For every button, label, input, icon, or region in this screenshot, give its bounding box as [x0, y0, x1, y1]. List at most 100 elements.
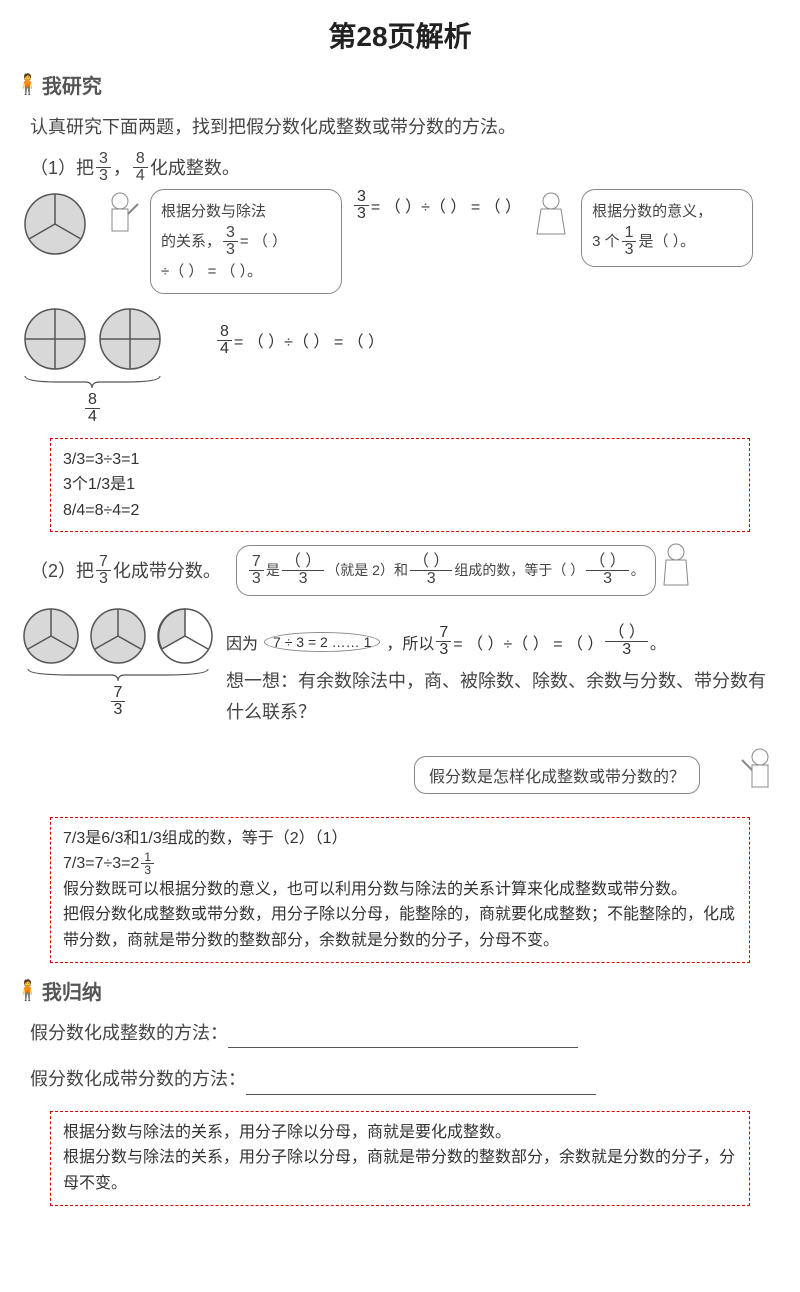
p1-tail: 化成整数。: [150, 154, 240, 180]
p2-label: （2）把: [30, 557, 94, 583]
p1-fraction-1: 3 3: [96, 151, 111, 184]
girl-pointing-icon: [656, 540, 696, 600]
frac: （ ）3: [282, 554, 324, 587]
problem-1-heading: （1）把 3 3 ， 8 4 化成整数。: [0, 151, 800, 184]
frac-den: 3: [223, 242, 238, 258]
ans1-line2: 3个1/3是1: [63, 472, 737, 498]
text: 假分数化成整数的方法：: [30, 1023, 228, 1043]
circle-quarters-col: 8 4: [20, 304, 165, 425]
text: = （ ）÷（ ） = （ ）: [453, 630, 603, 654]
ans3-line2: 根据分数与除法的关系，用分子除以分母，商就是带分数的整数部分，余数就是分数的分子…: [63, 1145, 737, 1196]
p1-fraction-2: 8 4: [133, 151, 148, 184]
frac-num: （ ）: [410, 554, 452, 571]
answer-box-2: 7/3是6/3和1/3组成的数，等于（2）（1） 7/3=7÷3=2 1 3 假…: [50, 817, 750, 963]
frac: 7 3: [111, 685, 126, 718]
problem-2-heading: （2）把 7 3 化成带分数。 73 是 （ ）3 （就是 2）和 （ ）3 组…: [0, 540, 800, 600]
child-icon: 🧍: [15, 72, 40, 97]
frac-den: 3: [96, 168, 111, 184]
ans2-line1: 7/3是6/3和1/3组成的数，等于（2）（1）: [63, 826, 737, 852]
speech-bubble-3: 73 是 （ ）3 （就是 2）和 （ ）3 组成的数，等于（ ） （ ）3 。: [236, 545, 656, 596]
frac-den: 3: [424, 571, 439, 587]
text: 组成的数，等于（ ）: [454, 558, 584, 583]
frac-num: （ ）: [605, 625, 647, 642]
text: 是: [266, 558, 280, 583]
page-title: 第28页解析: [0, 0, 800, 65]
frac-den: 3: [249, 571, 264, 587]
ans1-line3: 8/4=8÷4=2: [63, 498, 737, 524]
frac-num: （ ）: [586, 554, 628, 571]
mid-equation-1: 3 3 = （ ）÷（ ） = （ ）: [352, 189, 521, 222]
diagram-row-1b: 8 4 8 4 = （ ）÷（ ） = （ ）: [0, 299, 800, 430]
ans3-line1: 根据分数与除法的关系，用分子除以分母，商就是要化成整数。: [63, 1120, 737, 1146]
frac-den: 4: [85, 409, 100, 425]
text: = （ ）÷（ ） = （ ）: [371, 193, 521, 217]
p1-comma: ，: [113, 154, 131, 180]
frac: 1 3: [141, 851, 154, 876]
frac-num: 3: [96, 151, 111, 168]
mid-equation-2: 8 4 = （ ）÷（ ） = （ ）: [215, 324, 384, 357]
text: （就是 2）和: [326, 558, 408, 583]
fill-blank-line: [228, 1029, 578, 1048]
frac-num: 8: [133, 151, 148, 168]
pie-thirds-icon: [20, 189, 90, 259]
bubble2-line2: 3 个 1 3 是（ ）。: [592, 225, 695, 258]
frac-den: 3: [436, 642, 451, 658]
ans2-line3: 假分数既可以根据分数的意义，也可以利用分数与除法的关系计算来化成整数或带分数。: [63, 877, 737, 903]
boy-pointing-icon: [100, 189, 140, 249]
frac-den: 4: [217, 341, 232, 357]
circle-thirds-group: 7 3: [20, 605, 216, 718]
ans2-line2: 7/3=7÷3=2 1 3: [63, 851, 156, 877]
frac: 8 4: [217, 324, 232, 357]
child-icon: 🧍: [15, 978, 40, 1003]
speech-bubble-2: 根据分数的意义， 3 个 1 3 是（ ）。: [581, 189, 753, 267]
section-badge-text: 我归纳: [42, 976, 102, 1005]
text: 是（ ）。: [638, 228, 695, 255]
frac-den: 3: [619, 642, 634, 658]
frac-num: 8: [217, 324, 232, 341]
frac: （ ）3: [605, 625, 647, 658]
frac-num: 7: [436, 625, 451, 642]
frac-den: 3: [296, 571, 311, 587]
frac-den: 3: [96, 571, 111, 587]
text: 3 个: [592, 228, 620, 255]
circle-thirds-col: [20, 189, 90, 259]
frac-den: 3: [600, 571, 615, 587]
diagram-row-1: 根据分数与除法 的关系， 3 3 = （ ） ÷（ ） = （ ）。 3 3 =…: [0, 184, 800, 299]
frac-den: 3: [141, 864, 154, 876]
frac-num: （ ）: [282, 554, 324, 571]
frac: 8 4: [85, 392, 100, 425]
fill-blank-line: [246, 1076, 596, 1095]
section-badge-text: 我研究: [42, 70, 102, 99]
diagram-row-2: 7 3 因为 7 ÷ 3 = 2 …… 1 ，所以 73 = （ ）÷（ ） =…: [0, 600, 800, 740]
boy-pointing-icon: [740, 745, 780, 805]
section-badge-summary: 🧍 我归纳: [0, 971, 800, 1010]
frac-num: 3: [223, 225, 238, 242]
text: 7/3=7÷3=2: [63, 851, 139, 877]
brace-icon: [20, 374, 165, 390]
frac: 73: [249, 554, 264, 587]
p2-tail: 化成带分数。: [113, 557, 221, 583]
answer-box-1: 3/3=3÷3=1 3个1/3是1 8/4=8÷4=2: [50, 438, 750, 533]
frac-den: 4: [133, 168, 148, 184]
brace-label-2: 7 3: [109, 685, 128, 718]
question-row: 假分数是怎样化成整数或带分数的？: [0, 741, 800, 809]
frac-num: 7: [111, 685, 126, 702]
frac-den: 3: [622, 242, 637, 258]
frac: 73: [436, 625, 451, 658]
think-text: 想一想：有余数除法中，商、被除数、除数、余数与分数、带分数有什么联系？: [226, 658, 780, 735]
frac: 3 3: [223, 225, 238, 258]
frac-num: 7: [96, 554, 111, 571]
text: 假分数化成带分数的方法：: [30, 1069, 246, 1089]
girl-icon: [531, 189, 571, 249]
frac: （ ）3: [410, 554, 452, 587]
p1-label: （1）把: [30, 154, 94, 180]
pie-thirds-full-icon: [87, 605, 149, 667]
section-badge-research: 🧍 我研究: [0, 65, 800, 104]
bubble2-line1: 根据分数的意义，: [592, 198, 742, 225]
text: 因为: [226, 630, 258, 654]
summary-line-1: 假分数化成整数的方法：: [0, 1010, 800, 1057]
frac: 1 3: [622, 225, 637, 258]
brace-label-1: 8 4: [83, 392, 102, 425]
bubble1-line2: 的关系， 3 3 = （ ）: [161, 225, 287, 258]
text: 的关系，: [161, 228, 221, 255]
